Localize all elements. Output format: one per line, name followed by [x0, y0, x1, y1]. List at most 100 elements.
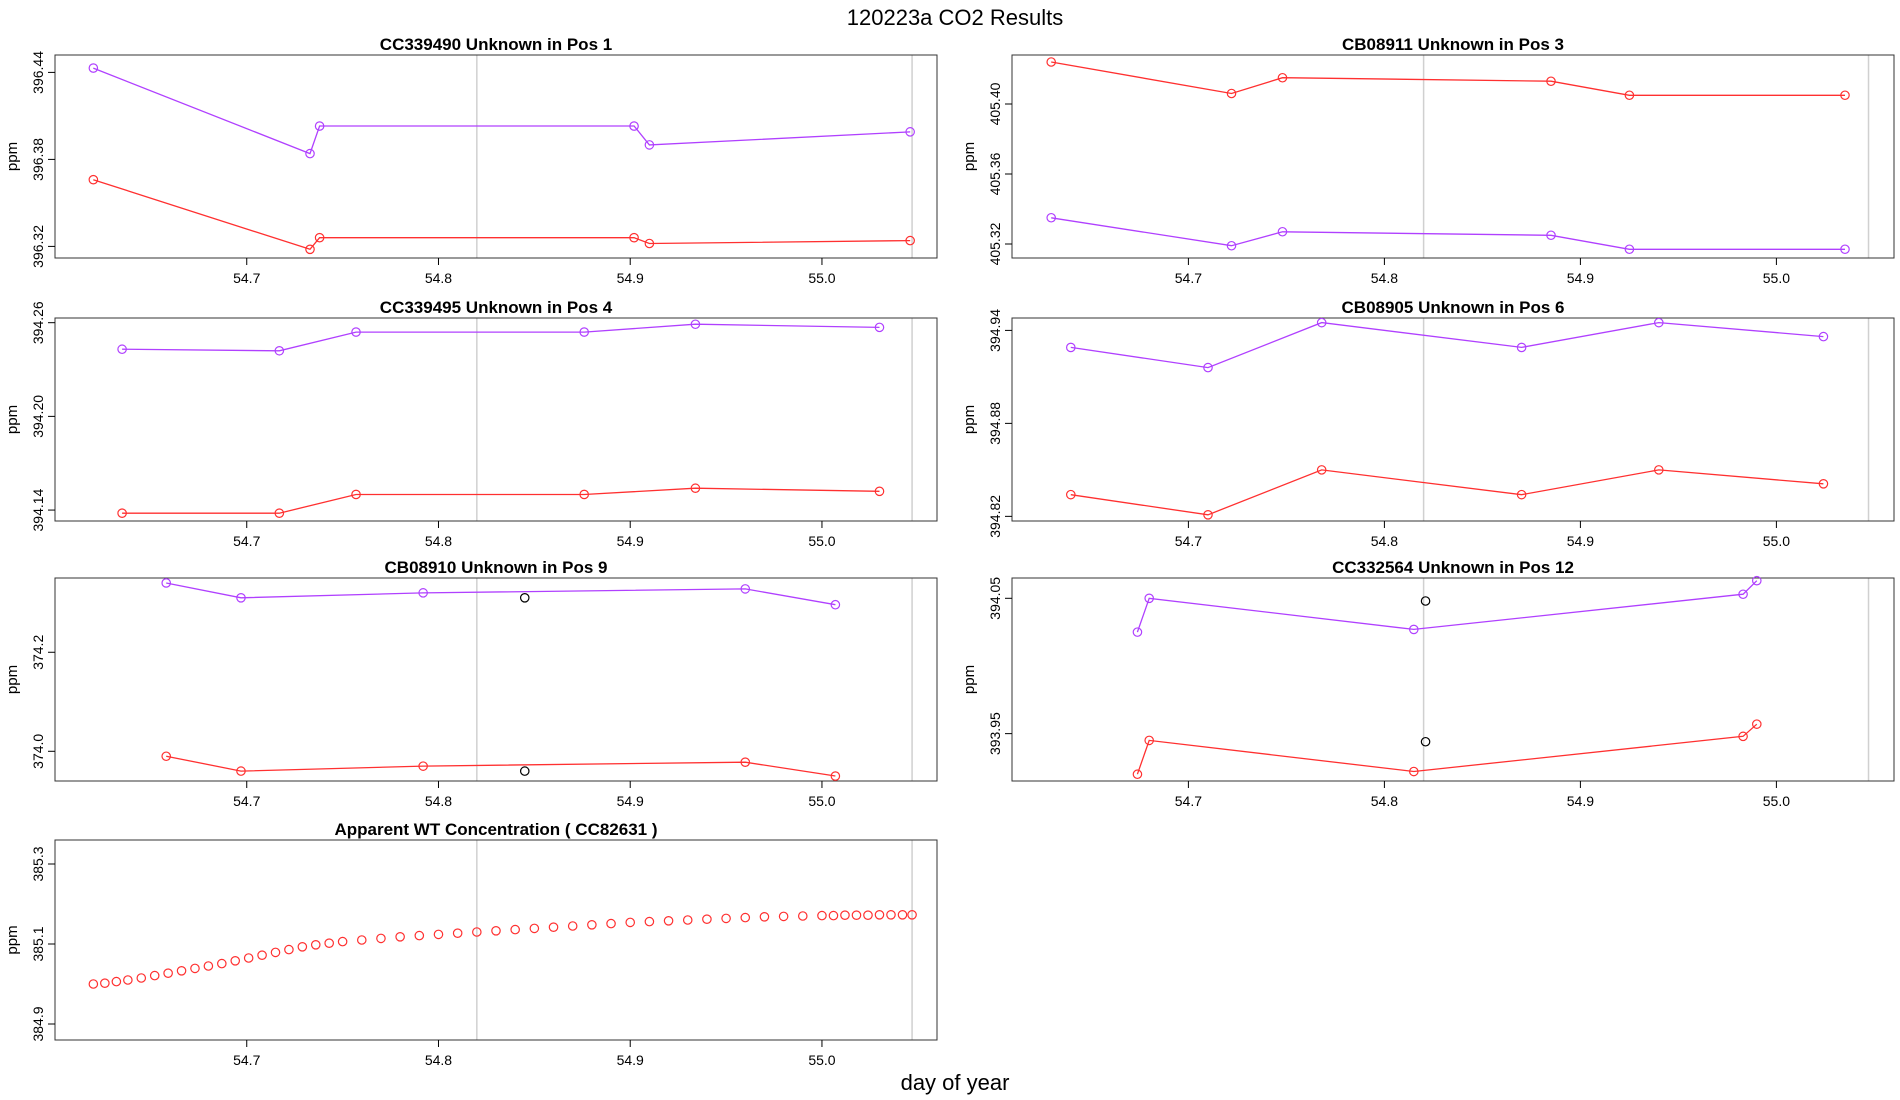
- data-point: [418, 588, 428, 598]
- data-point: [1277, 226, 1288, 237]
- chart-panel-2: CB08911 Unknown in Pos 3 54.7 54.8 54.9 55.0…: [961, 35, 1895, 286]
- data-point: [1066, 489, 1076, 500]
- data-point: [491, 925, 501, 936]
- data-point: [236, 593, 246, 603]
- y-tick-label: 394.82: [987, 495, 1003, 538]
- data-point: [625, 917, 636, 928]
- flagged-point: [519, 766, 530, 776]
- data-point: [759, 911, 770, 922]
- data-point: [897, 909, 908, 920]
- data-point: [510, 924, 520, 935]
- data-point: [830, 599, 841, 610]
- data-point: [236, 766, 246, 776]
- data-point: [1046, 57, 1056, 67]
- plot-frame: [1011, 577, 1895, 782]
- data-point: [414, 930, 425, 941]
- chart-panel-5: CB08910 Unknown in Pos 9 54.7 54.8 54.9 55.0…: [4, 558, 938, 809]
- panel-title: Apparent WT Concentration ( CC82631 ): [334, 820, 657, 839]
- y-axis-label: ppm: [4, 925, 21, 954]
- data-point: [1840, 90, 1850, 101]
- plot-frame: [54, 54, 938, 259]
- data-point: [1624, 244, 1635, 255]
- x-tick-label: 54.9: [617, 793, 644, 809]
- data-point: [395, 931, 405, 942]
- plot-frame: [54, 839, 938, 1041]
- data-point: [310, 939, 321, 950]
- data-point: [1516, 489, 1527, 500]
- series-2: [161, 751, 841, 781]
- x-tick-label: 55.0: [808, 533, 835, 549]
- data-point: [1144, 735, 1154, 746]
- x-tick-label: 54.9: [1567, 270, 1594, 286]
- y-axis-label: ppm: [961, 405, 978, 434]
- data-point: [629, 232, 639, 243]
- data-point: [136, 973, 147, 983]
- data-point: [1654, 317, 1664, 328]
- data-point: [314, 232, 325, 243]
- data-point: [305, 148, 315, 159]
- data-point: [690, 319, 701, 330]
- x-tick-label: 55.0: [808, 793, 835, 809]
- data-point: [117, 508, 127, 518]
- data-point: [1546, 230, 1556, 241]
- data-point: [874, 322, 885, 333]
- data-point: [690, 483, 701, 494]
- data-point: [817, 910, 827, 921]
- x-tick-label: 54.8: [1371, 270, 1398, 286]
- data-point: [337, 936, 348, 947]
- data-point: [905, 127, 915, 137]
- series-line: [166, 582, 836, 606]
- y-tick-label: 394.14: [30, 488, 46, 531]
- data-point: [1226, 88, 1237, 99]
- chart-panel-7: Apparent WT Concentration ( CC82631 ) 54.…: [4, 820, 938, 1068]
- data-point: [644, 916, 655, 927]
- y-axis-label: ppm: [961, 142, 978, 171]
- x-tick-label: 55.0: [1763, 270, 1790, 286]
- data-point: [740, 584, 751, 594]
- y-tick-label: 394.05: [987, 577, 1003, 620]
- data-point: [163, 968, 173, 978]
- data-point: [351, 489, 361, 500]
- series-line: [1136, 723, 1758, 775]
- data-point: [243, 953, 254, 963]
- data-point: [149, 970, 160, 981]
- x-tick-label: 54.7: [1175, 270, 1202, 286]
- x-tick-label: 55.0: [1763, 793, 1790, 809]
- x-tick-label: 54.7: [233, 793, 260, 809]
- plot-frame: [54, 317, 938, 522]
- y-axis-label: ppm: [961, 665, 978, 694]
- data-point: [1738, 731, 1748, 742]
- series-line: [1070, 469, 1824, 516]
- plot-frame: [54, 577, 938, 782]
- data-point: [778, 911, 789, 922]
- data-point: [1203, 510, 1213, 520]
- series-1: [1046, 57, 1850, 101]
- data-point: [1516, 342, 1527, 353]
- data-point: [351, 327, 361, 337]
- y-tick-label: 384.9: [30, 1006, 46, 1041]
- series-line: [93, 67, 911, 155]
- panel-title: CB08905 Unknown in Pos 6: [1342, 298, 1565, 317]
- data-point: [203, 961, 214, 971]
- data-point: [1316, 465, 1327, 475]
- x-tick-label: 55.0: [1763, 533, 1790, 549]
- y-tick-label: 396.44: [30, 51, 46, 94]
- x-tick-label: 54.9: [617, 1052, 644, 1068]
- x-tick-label: 54.8: [1371, 793, 1398, 809]
- x-tick-label: 54.9: [617, 270, 644, 286]
- panel-title: CC332564 Unknown in Pos 12: [1332, 558, 1574, 577]
- data-point: [297, 941, 308, 952]
- series-2: [1132, 719, 1762, 780]
- data-point: [418, 761, 428, 771]
- data-point: [176, 965, 187, 976]
- data-point: [161, 751, 172, 762]
- data-point: [452, 928, 463, 938]
- y-tick-label: 393.95: [987, 712, 1003, 755]
- x-tick-label: 54.7: [233, 1052, 260, 1068]
- series-line: [122, 487, 880, 514]
- x-tick-label: 55.0: [808, 1052, 835, 1068]
- x-tick-label: 55.0: [808, 270, 835, 286]
- y-axis-label: ppm: [4, 405, 21, 434]
- y-tick-label: 394.20: [30, 395, 46, 438]
- y-axis-label: ppm: [4, 142, 21, 171]
